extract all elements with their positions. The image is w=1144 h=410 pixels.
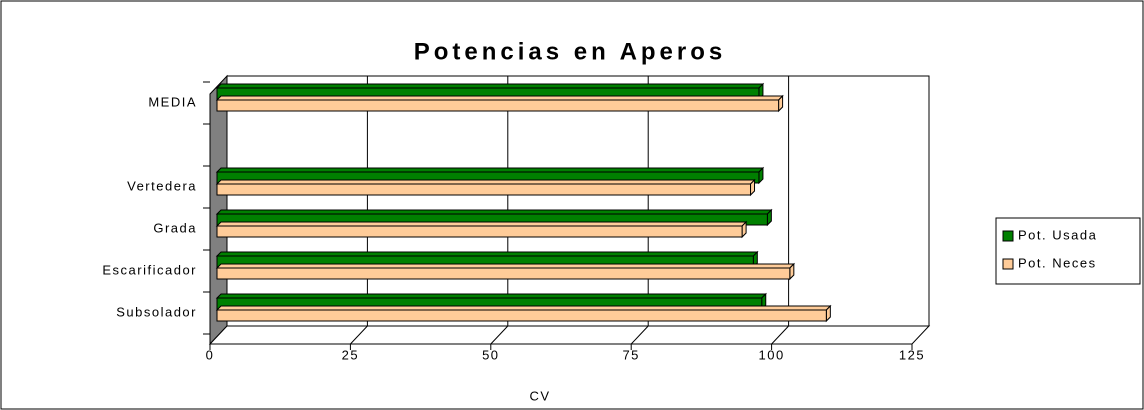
bar-top: [215, 293, 767, 299]
bar: [215, 94, 784, 113]
bar-top: [215, 209, 773, 215]
chart-title: Potencias en Aperos: [414, 38, 727, 65]
y-tick-label: MEDIA: [148, 94, 197, 109]
bar: [215, 166, 765, 185]
y-tick-label: Vertedera: [127, 178, 197, 193]
bar-top: [215, 83, 765, 89]
y-tick-label: Subsolador: [116, 304, 197, 319]
grid-line-floor: [350, 325, 368, 345]
bar-top: [215, 179, 756, 185]
bar-front: [216, 309, 827, 322]
bar-top: [215, 95, 784, 101]
y-tick-label: Escarificador: [102, 262, 197, 277]
x-tick-label: 0: [206, 347, 215, 362]
grid-line-floor: [630, 325, 649, 345]
x-tick-label: 100: [758, 347, 784, 362]
back-wall: [226, 75, 930, 327]
bar: [215, 262, 796, 281]
floor: [208, 325, 931, 345]
x-tick-label: 50: [482, 347, 499, 362]
grid-line-floor: [771, 325, 789, 345]
bar-top: [215, 305, 832, 311]
bar: [215, 220, 748, 239]
x-tick-label: 25: [342, 347, 359, 362]
bar-top: [215, 167, 765, 173]
x-axis-label: CV: [529, 388, 550, 403]
x-tick-label: 125: [899, 347, 925, 362]
bar-top: [215, 263, 796, 269]
legend-box: [995, 217, 1141, 285]
legend-swatch: [1002, 258, 1014, 270]
x-tick-label: 75: [622, 347, 639, 362]
bar-front: [216, 183, 752, 196]
legend-label: Pot. Usada: [1018, 227, 1097, 242]
legend-label: Pot. Neces: [1018, 255, 1097, 270]
bar: [215, 208, 773, 227]
bar-front: [216, 99, 780, 112]
legend-swatch: [1002, 230, 1014, 242]
bar: [215, 82, 765, 101]
bar: [215, 178, 756, 197]
y-tick-label: Grada: [153, 220, 197, 235]
grid-line-floor: [490, 325, 509, 345]
bar-front: [216, 225, 743, 238]
bar: [215, 304, 832, 323]
bar-top: [215, 251, 759, 257]
bar-front: [216, 267, 791, 280]
bar-top: [215, 221, 748, 227]
